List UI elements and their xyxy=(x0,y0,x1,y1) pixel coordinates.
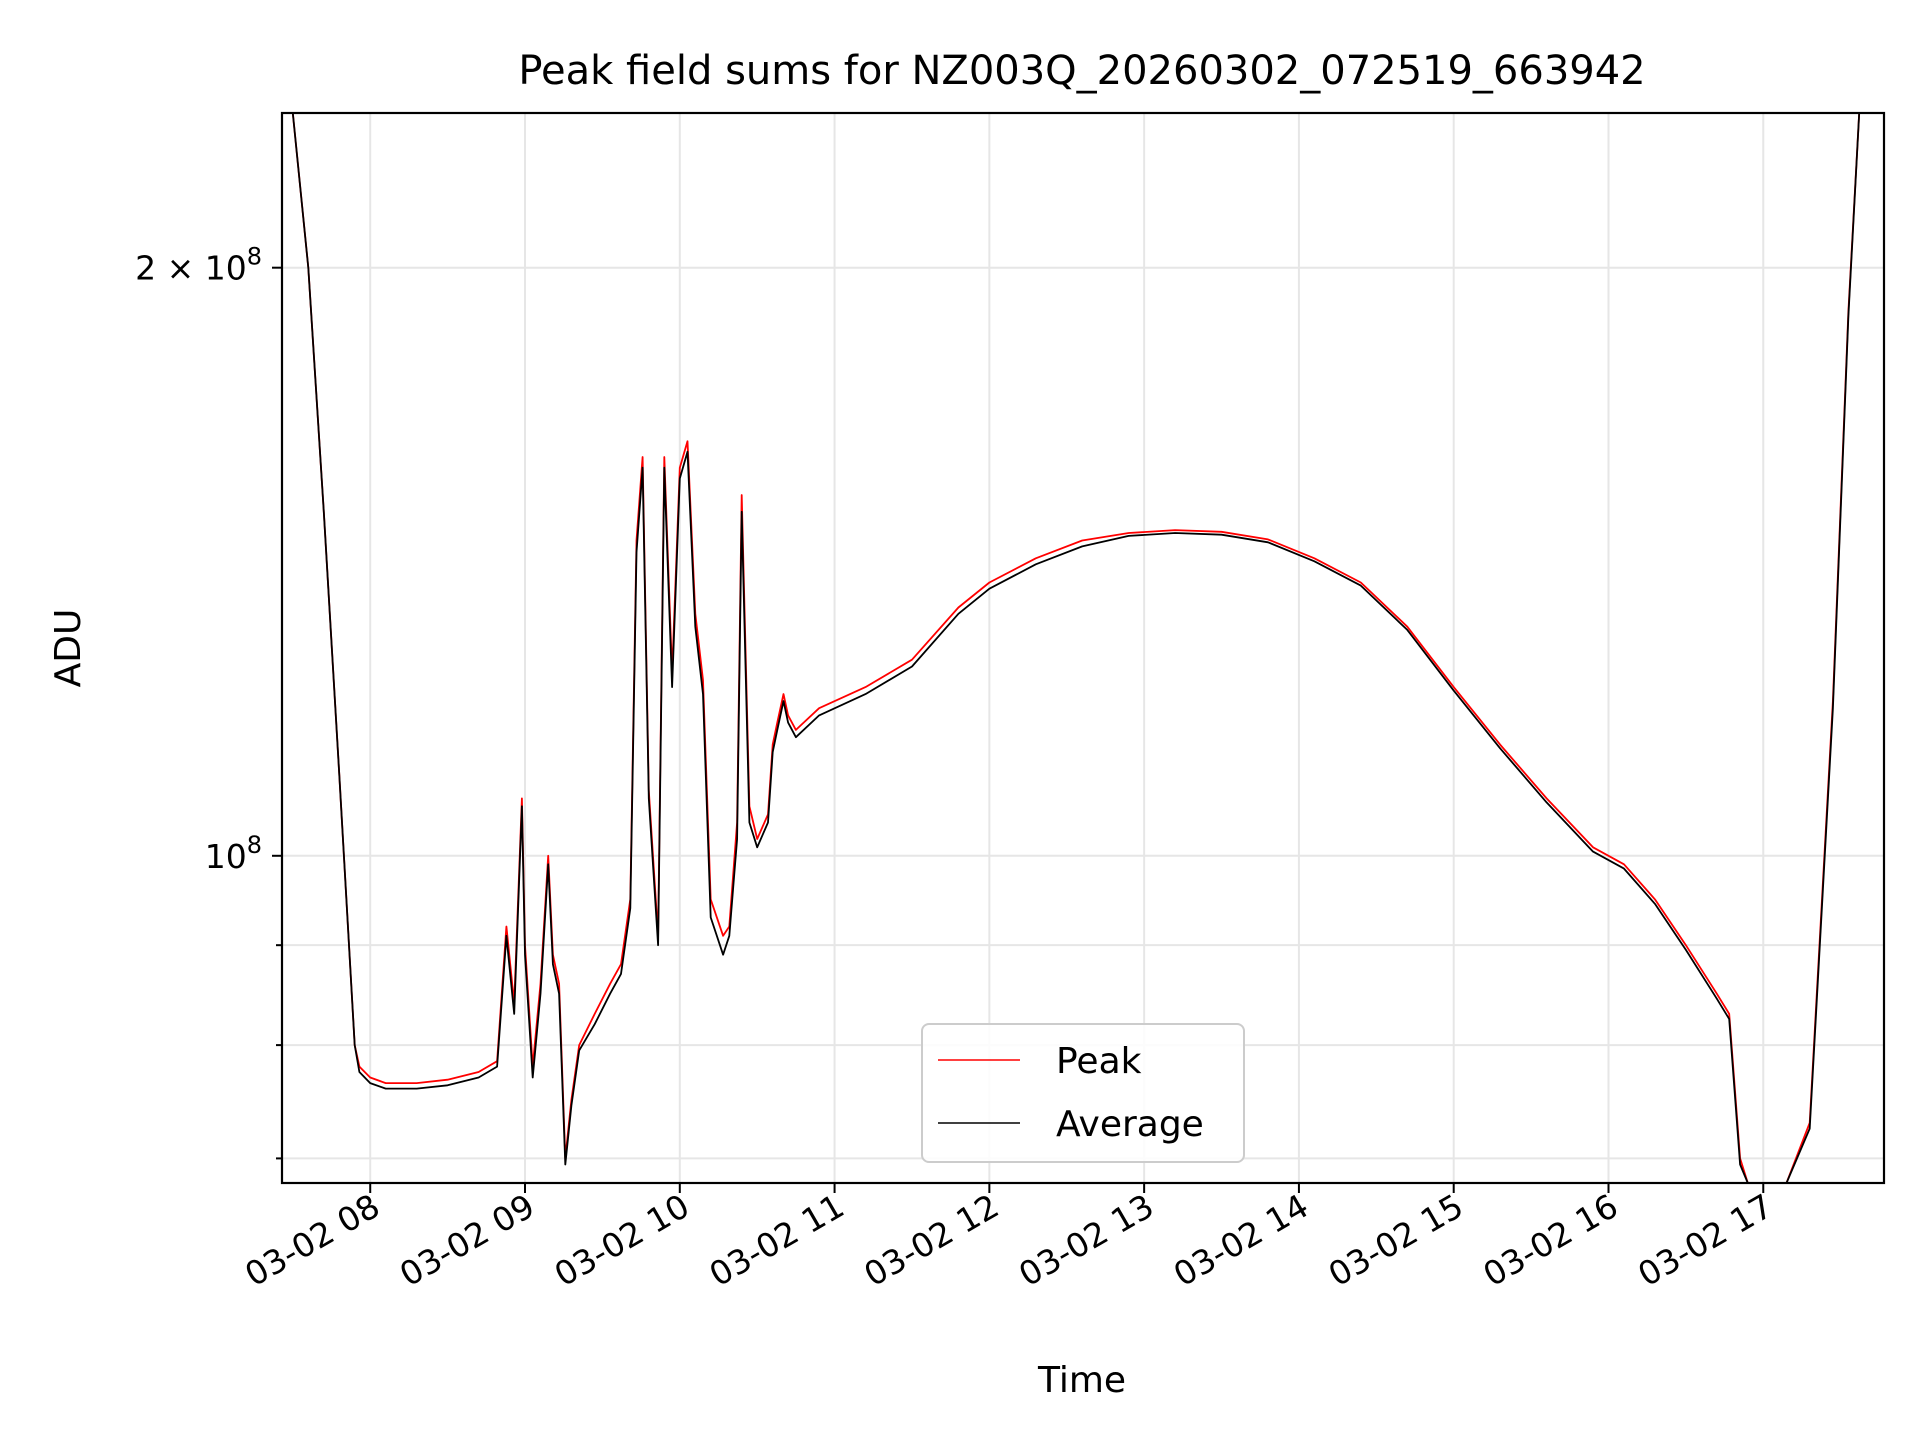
series-layer xyxy=(282,112,1884,1184)
plot-frame xyxy=(280,111,1886,1185)
legend-box xyxy=(921,1023,1245,1163)
chart-title: Peak field sums for NZ003Q_20260302_0725… xyxy=(518,48,1645,94)
legend-label-average: Average xyxy=(1056,1104,1204,1145)
x-axis-label: Time xyxy=(1037,1360,1126,1401)
series-line-average xyxy=(282,112,1884,1184)
legend-label-peak: Peak xyxy=(1056,1041,1142,1082)
y-tick-mantissa: 2 × 10 xyxy=(135,249,247,288)
y-tick-mantissa: 10 xyxy=(205,837,247,876)
y-tick-exponent: 8 xyxy=(247,831,262,859)
y-axis-label: ADU xyxy=(48,609,89,688)
legend: Peak Average xyxy=(921,1023,1245,1163)
y-tick-label: 108 xyxy=(205,831,262,876)
y-tick-label: 2 × 108 xyxy=(135,243,262,288)
y-tick-exponent: 8 xyxy=(247,243,262,271)
